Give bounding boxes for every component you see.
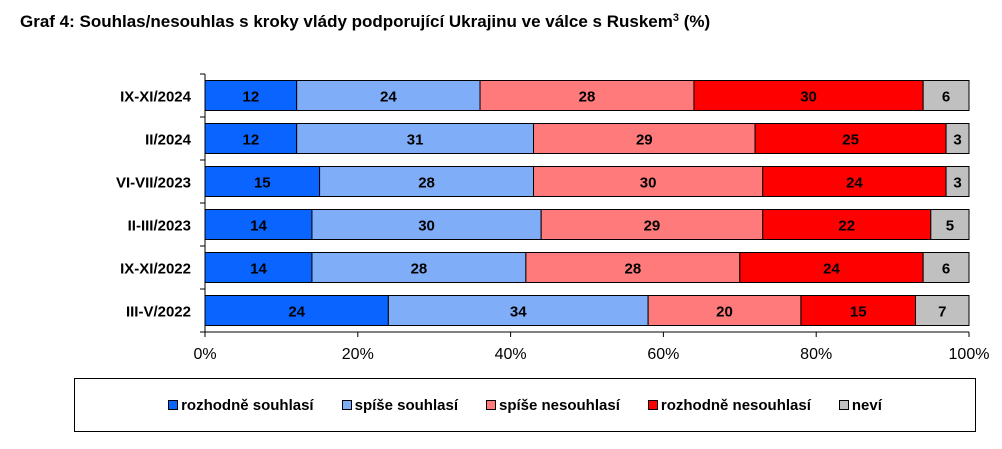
bar-segment [296, 123, 535, 154]
bar-value-label: 30 [800, 89, 817, 106]
x-tick-label: 20% [342, 346, 374, 363]
bar-segment [945, 123, 970, 154]
x-tick-label: 80% [800, 346, 832, 363]
legend-label: spíše souhlasí [354, 396, 458, 414]
bar-value-label: 24 [288, 304, 305, 321]
category-label: III-V/2022 [126, 304, 191, 321]
chart-title-text: Graf 4: Souhlas/nesouhlas s kroky vlády … [20, 12, 673, 31]
bar-value-label: 29 [636, 132, 653, 149]
legend-label: spíše nesouhlasí [498, 396, 620, 414]
bar-value-label: 6 [942, 261, 950, 278]
legend-item: spíše souhlasí [341, 396, 458, 414]
legend-item: rozhodně souhlasí [168, 397, 314, 414]
category-label: IX-XI/2024 [120, 89, 192, 106]
bar-value-label: 6 [942, 89, 950, 106]
bar-value-label: 29 [644, 218, 661, 235]
legend-label: rozhodně nesouhlasí [660, 396, 811, 414]
x-tick-label: 60% [647, 346, 679, 363]
bar-segment [739, 252, 924, 283]
bar-value-label: 3 [953, 132, 961, 149]
bar-segment [930, 209, 970, 240]
bar-value-label: 31 [407, 132, 424, 149]
bar-value-label: 25 [842, 132, 859, 149]
chart-title: Graf 4: Souhlas/nesouhlas s kroky vlády … [20, 12, 710, 32]
bar-value-label: 34 [510, 304, 527, 321]
chart-title-footnote-mark: 3 [672, 12, 679, 24]
legend-swatch [341, 400, 352, 410]
bar-segment [533, 166, 764, 197]
bar-value-label: 30 [640, 175, 657, 192]
x-tick-label: 40% [495, 346, 527, 363]
bar-value-label: 28 [579, 89, 596, 106]
legend-item: neví [838, 396, 882, 414]
bar-value-label: 24 [380, 89, 397, 106]
bar-value-label: 15 [254, 175, 271, 192]
bar-value-label: 12 [242, 132, 259, 149]
bar-segment [204, 295, 389, 326]
legend-label: neví [851, 396, 882, 414]
bar-value-label: 28 [411, 261, 428, 278]
bar-value-label: 30 [418, 218, 435, 235]
bar-segment [296, 80, 481, 111]
bar-value-label: 7 [938, 304, 946, 321]
bar-segment [922, 252, 970, 283]
bar-value-label: 5 [946, 218, 954, 235]
category-label: II-III/2023 [128, 218, 191, 235]
bar-value-label: 14 [250, 261, 267, 278]
bar-segment [762, 166, 947, 197]
x-tick-label: 0% [193, 346, 216, 363]
bar-value-label: 20 [716, 304, 733, 321]
legend-swatch [838, 400, 849, 410]
category-label: VI-VII/2023 [116, 175, 191, 192]
bar-segment [204, 166, 321, 197]
bar-value-label: 15 [850, 304, 867, 321]
bar-segment [693, 80, 924, 111]
bar-segment [754, 123, 947, 154]
bar-value-label: 24 [846, 175, 863, 192]
category-label: II/2024 [145, 132, 192, 149]
legend-item: spíše nesouhlasí [485, 396, 620, 414]
legend-label: rozhodně souhlasí [181, 396, 314, 414]
legend-swatch [168, 400, 179, 410]
bar-segment [922, 80, 970, 111]
bar-segment [540, 209, 764, 240]
bar-value-label: 28 [624, 261, 641, 278]
bar-value-label: 22 [838, 218, 855, 235]
chart-title-unit: (%) [678, 12, 711, 31]
bar-segment [915, 295, 970, 326]
legend-swatch [485, 400, 496, 410]
bar-value-label: 24 [823, 261, 840, 278]
bar-segment [647, 295, 802, 326]
bar-value-label: 28 [418, 175, 435, 192]
bar-segment [479, 80, 695, 111]
bar-segment [311, 209, 542, 240]
bar-segment [945, 166, 970, 197]
bar-segment [204, 252, 313, 283]
chart-legend: rozhodně souhlasí spíše souhlasí spíše nes… [74, 378, 976, 432]
bar-value-label: 3 [953, 175, 961, 192]
bar-segment [387, 295, 649, 326]
bar-value-label: 14 [250, 218, 267, 235]
category-label: IX-XI/2022 [120, 261, 191, 278]
bar-segment [311, 252, 527, 283]
legend-swatch [647, 400, 658, 410]
bar-segment [204, 80, 298, 111]
bar-segment [204, 123, 298, 154]
legend-item: rozhodně nesouhlasí [647, 396, 811, 414]
bar-value-label: 12 [242, 89, 259, 106]
x-tick-label: 100% [949, 346, 990, 363]
